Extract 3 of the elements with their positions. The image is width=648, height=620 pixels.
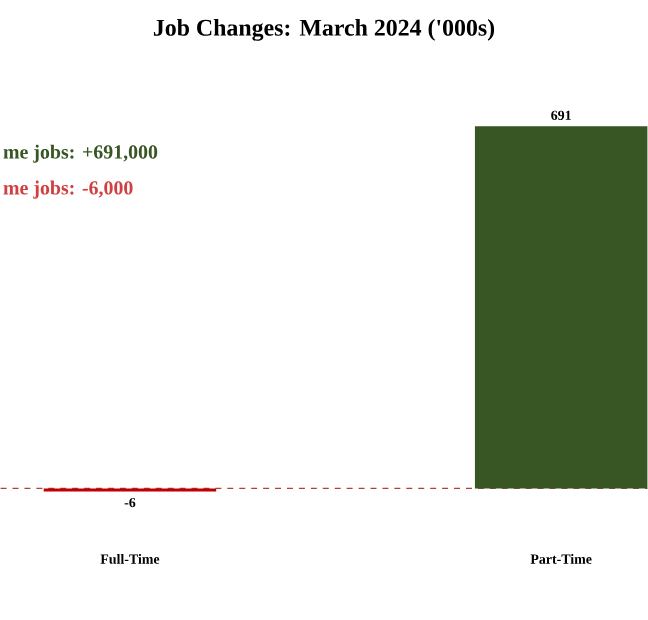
chart-title: Job Changes: March 2024 ('000s) [153,18,495,41]
annotation: me jobs: +691,000 [3,144,158,163]
annotation: me jobs: -6,000 [3,180,133,199]
